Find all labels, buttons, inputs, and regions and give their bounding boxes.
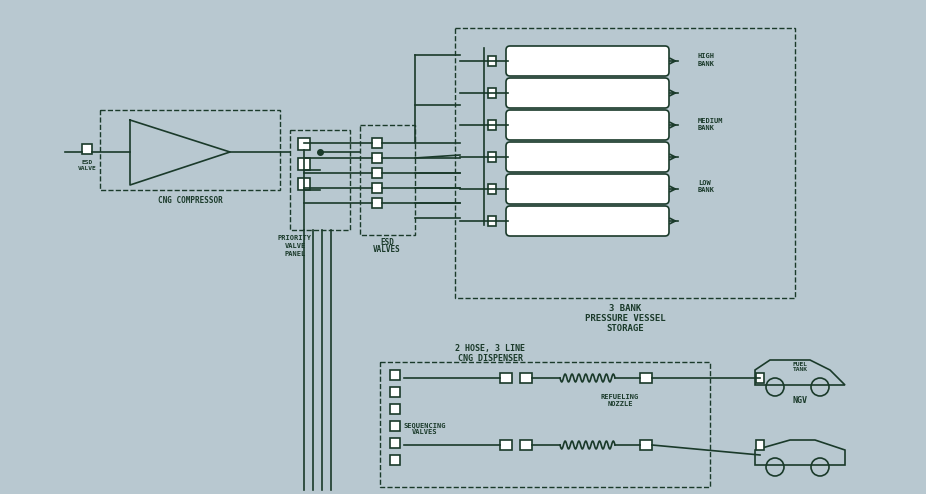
Text: CNG DISPENSER: CNG DISPENSER bbox=[457, 354, 522, 363]
Text: PRESSURE VESSEL: PRESSURE VESSEL bbox=[584, 314, 665, 323]
Bar bbox=[372, 168, 382, 178]
Text: 3 BANK: 3 BANK bbox=[609, 303, 641, 313]
Bar bbox=[372, 183, 382, 193]
Bar bbox=[298, 138, 310, 150]
Bar bbox=[390, 387, 400, 397]
FancyBboxPatch shape bbox=[506, 78, 669, 108]
FancyBboxPatch shape bbox=[506, 110, 669, 140]
Bar bbox=[488, 152, 496, 162]
Bar bbox=[390, 404, 400, 414]
Bar bbox=[520, 373, 532, 383]
Text: VALVE: VALVE bbox=[78, 165, 96, 170]
FancyBboxPatch shape bbox=[506, 174, 669, 204]
Bar bbox=[372, 198, 382, 208]
Bar bbox=[298, 178, 310, 190]
Text: MEDIUM
BANK: MEDIUM BANK bbox=[698, 118, 723, 130]
Text: VALVES: VALVES bbox=[373, 245, 401, 253]
Text: HIGH
BANK: HIGH BANK bbox=[698, 53, 715, 67]
Bar bbox=[390, 421, 400, 431]
Bar bbox=[500, 440, 512, 450]
Text: SEQUENCING: SEQUENCING bbox=[404, 422, 446, 428]
Text: NGV: NGV bbox=[793, 396, 807, 405]
Bar bbox=[488, 216, 496, 226]
Bar bbox=[390, 455, 400, 465]
Bar bbox=[380, 362, 710, 487]
FancyBboxPatch shape bbox=[506, 142, 669, 172]
Bar bbox=[500, 373, 512, 383]
Text: ESD: ESD bbox=[380, 238, 394, 247]
Text: FUEL
TANK: FUEL TANK bbox=[793, 362, 807, 372]
Text: ESD: ESD bbox=[81, 160, 93, 165]
Bar bbox=[488, 184, 496, 194]
Bar bbox=[82, 144, 92, 154]
Text: VALVES: VALVES bbox=[412, 429, 438, 435]
FancyBboxPatch shape bbox=[506, 206, 669, 236]
Text: CNG COMPRESSOR: CNG COMPRESSOR bbox=[157, 196, 222, 205]
Bar bbox=[488, 88, 496, 98]
Bar bbox=[488, 120, 496, 130]
Text: LOW
BANK: LOW BANK bbox=[698, 179, 715, 193]
Bar bbox=[390, 370, 400, 380]
Bar bbox=[488, 56, 496, 66]
Bar bbox=[520, 440, 532, 450]
Bar bbox=[756, 440, 764, 450]
Text: STORAGE: STORAGE bbox=[607, 324, 644, 332]
Bar bbox=[372, 138, 382, 148]
Bar bbox=[390, 438, 400, 448]
Text: PANEL: PANEL bbox=[284, 251, 306, 257]
Text: PRIORITY: PRIORITY bbox=[278, 235, 312, 241]
Bar bbox=[298, 158, 310, 170]
Text: REFUELING: REFUELING bbox=[601, 394, 639, 400]
Bar bbox=[372, 153, 382, 163]
Text: NOZZLE: NOZZLE bbox=[607, 401, 632, 407]
Bar bbox=[640, 373, 652, 383]
Text: VALVE: VALVE bbox=[284, 243, 306, 249]
Bar bbox=[640, 440, 652, 450]
Bar bbox=[360, 125, 415, 235]
Bar bbox=[756, 373, 764, 383]
Text: 2 HOSE, 3 LINE: 2 HOSE, 3 LINE bbox=[455, 343, 525, 353]
Bar bbox=[455, 28, 795, 298]
Bar bbox=[100, 110, 280, 190]
FancyBboxPatch shape bbox=[506, 46, 669, 76]
Bar bbox=[290, 130, 350, 230]
